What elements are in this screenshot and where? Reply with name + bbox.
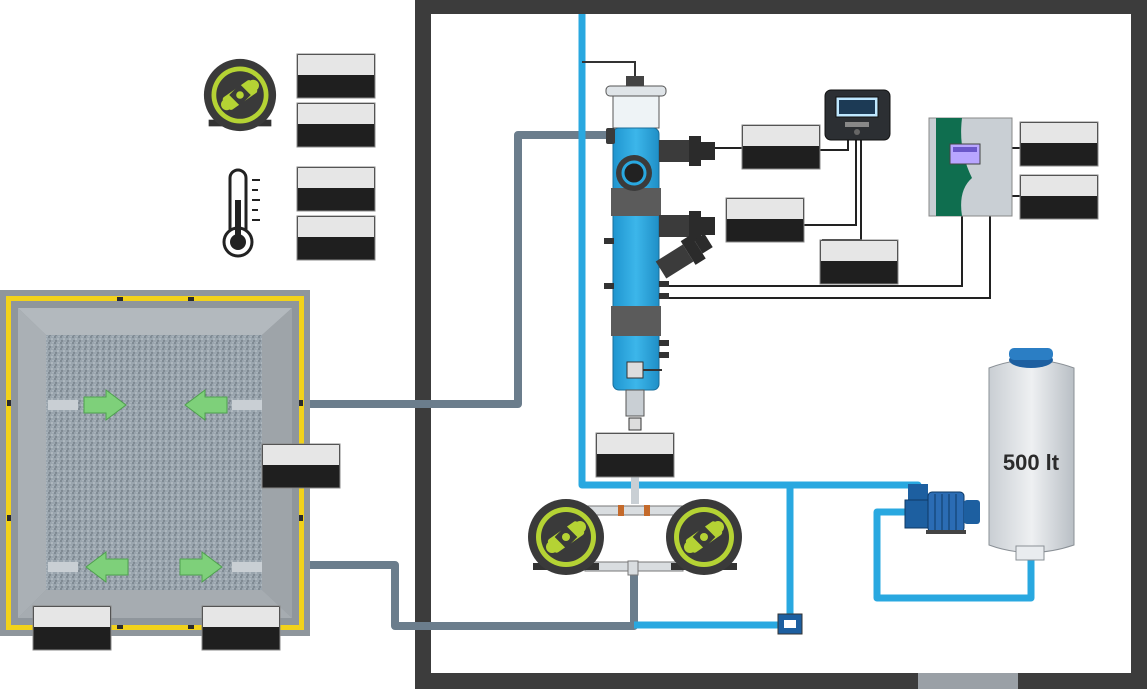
reactor-column bbox=[604, 76, 669, 504]
flowmeter-label-box bbox=[595, 432, 675, 478]
control-cabinet-icon bbox=[928, 117, 1013, 217]
controller-display-icon bbox=[824, 89, 891, 141]
water-tank-icon bbox=[988, 348, 1075, 561]
legend-label-box bbox=[296, 53, 376, 99]
gravel-bed bbox=[46, 335, 262, 590]
centrifugal-pump-icon bbox=[904, 484, 980, 534]
peristaltic-pump-icon bbox=[528, 499, 604, 575]
peristaltic-pump-icon bbox=[666, 499, 742, 575]
vent-line bbox=[582, 61, 636, 80]
legend-label-box bbox=[296, 166, 376, 212]
legend-label-box bbox=[296, 102, 376, 148]
room-walls bbox=[415, 0, 1147, 689]
sensor-box bbox=[777, 613, 803, 635]
flow-arrow-icon bbox=[83, 389, 228, 583]
legend bbox=[203, 53, 376, 261]
cabinet-label-box bbox=[1019, 121, 1099, 167]
cabinet-label-box bbox=[1019, 174, 1099, 220]
probe-label-box bbox=[725, 197, 805, 243]
flow-nozzles bbox=[48, 400, 262, 572]
drain-pipes bbox=[305, 131, 638, 630]
doorway bbox=[918, 673, 1018, 689]
probe-label-box bbox=[741, 124, 821, 170]
legend-label-box bbox=[296, 215, 376, 261]
probe-label-box bbox=[819, 239, 899, 285]
reactor-probe bbox=[655, 136, 715, 279]
tank-capacity-label: 500 lt bbox=[1003, 450, 1060, 475]
thermometer-icon bbox=[222, 168, 260, 258]
peristaltic-pump-icon bbox=[203, 58, 277, 132]
